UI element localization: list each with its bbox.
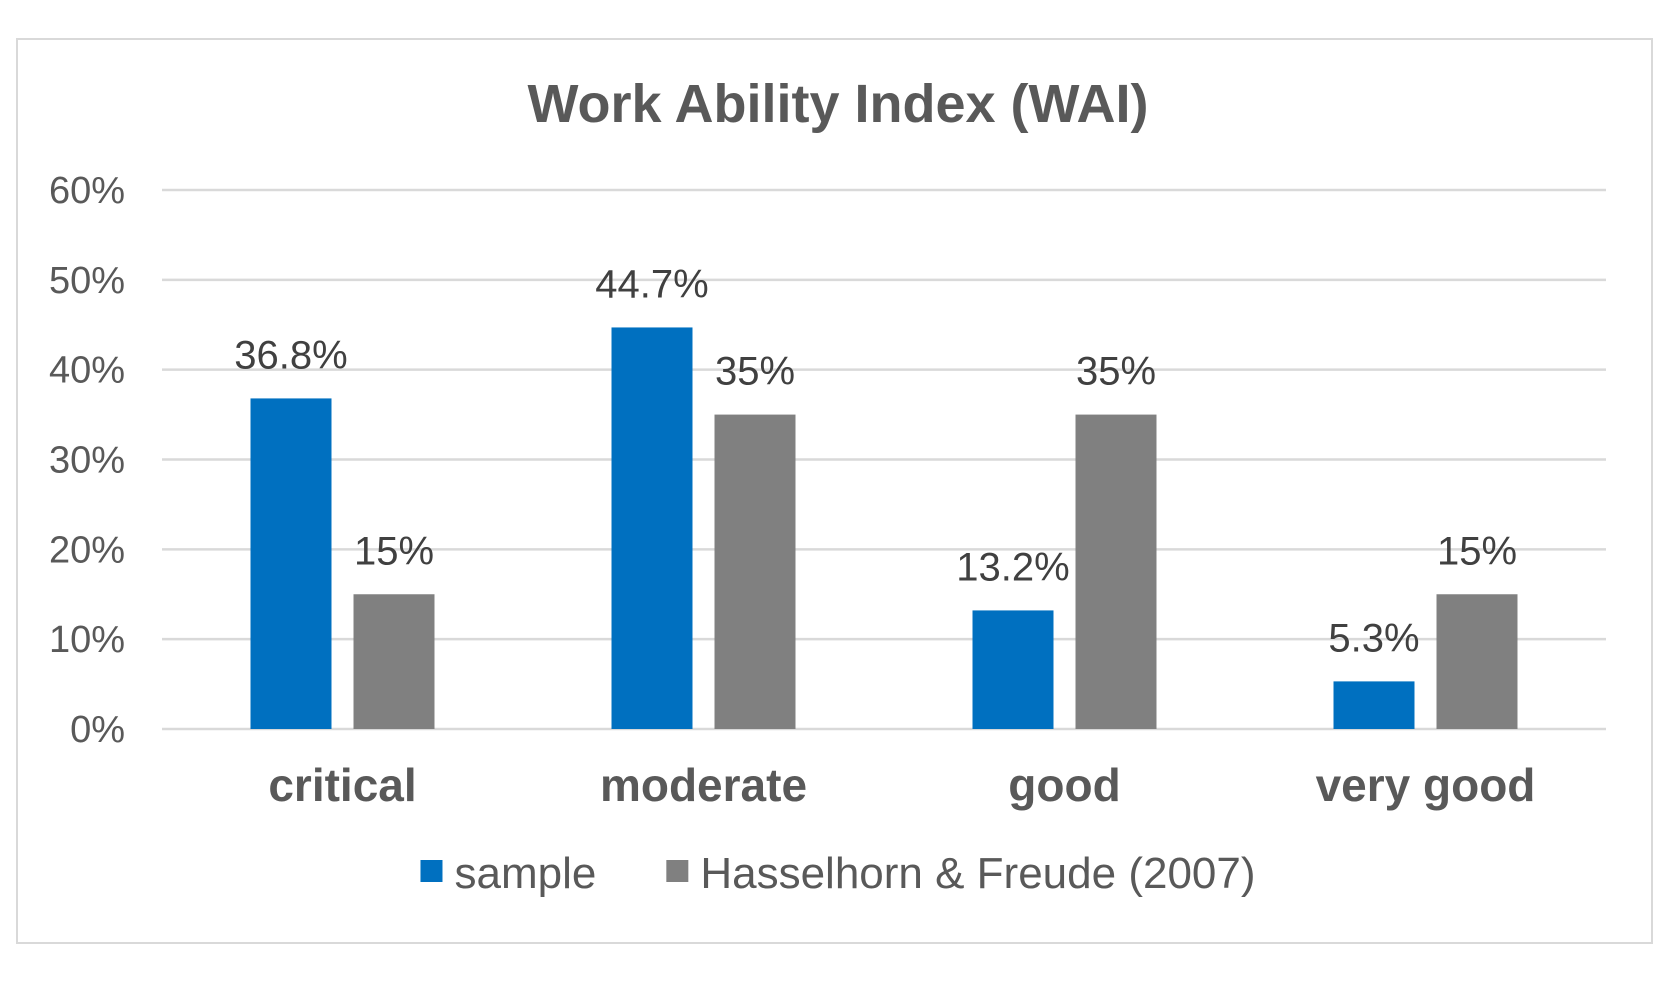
data-label: 36.8%	[234, 333, 347, 377]
legend-label: sample	[454, 849, 596, 898]
data-label: 15%	[354, 529, 434, 573]
bar-sample	[611, 327, 693, 729]
data-label: 35%	[1076, 350, 1156, 394]
legend-swatch	[420, 860, 443, 882]
bar-reference	[1075, 414, 1157, 729]
bar-reference	[1436, 594, 1518, 729]
y-axis-ticks: 0% 10% 20% 30% 40% 50% 60%	[49, 170, 125, 751]
bar-sample	[972, 610, 1054, 729]
data-label: 5.3%	[1328, 616, 1419, 660]
legend-label: Hasselhorn & Freude (2007)	[700, 849, 1255, 898]
bar-reference	[353, 594, 435, 729]
legend-swatch	[666, 860, 689, 882]
y-tick-label: 0%	[70, 709, 125, 751]
data-label: 35%	[715, 350, 795, 394]
x-axis-categories: critical moderate good very good	[268, 759, 1535, 811]
bars	[250, 327, 1518, 729]
bar-sample	[250, 398, 332, 729]
bar-reference	[714, 414, 796, 729]
y-tick-label: 10%	[49, 619, 125, 661]
y-tick-label: 20%	[49, 529, 125, 571]
data-labels: 36.8%15%44.7%35%13.2%35%5.3%15%	[234, 262, 1517, 660]
y-tick-label: 60%	[49, 170, 125, 212]
data-label: 15%	[1437, 529, 1517, 573]
x-category-label: very good	[1316, 759, 1536, 811]
legend: sample Hasselhorn & Freude (2007)	[420, 849, 1256, 898]
bar-sample	[1333, 681, 1415, 729]
chart-title: Work Ability Index (WAI)	[527, 74, 1148, 134]
x-category-label: good	[1008, 759, 1120, 811]
data-label: 44.7%	[595, 262, 708, 306]
y-tick-label: 40%	[49, 350, 125, 392]
y-tick-label: 30%	[49, 440, 125, 482]
data-label: 13.2%	[956, 545, 1069, 589]
x-category-label: moderate	[600, 759, 807, 811]
y-tick-label: 50%	[49, 260, 125, 302]
x-category-label: critical	[268, 759, 416, 811]
